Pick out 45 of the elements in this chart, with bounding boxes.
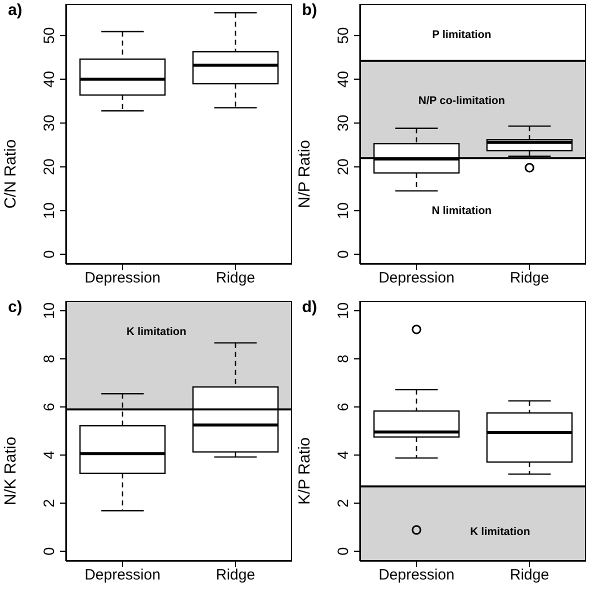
y-axis-title: N/K Ratio: [2, 436, 20, 506]
x-tick-label: Depression: [378, 566, 454, 584]
annotation: N limitation: [432, 204, 492, 217]
x-tick-label: Depression: [378, 270, 454, 287]
y-tick-label: 20: [335, 158, 352, 176]
y-tick-label: 2: [41, 499, 58, 508]
chart-title: c): [8, 299, 22, 317]
y-tick-label: 40: [335, 70, 352, 88]
chart-title: d): [302, 299, 318, 317]
y-tick-label: 6: [335, 402, 352, 412]
annotation: N/P co-limitation: [418, 95, 505, 108]
y-tick-label: 0: [41, 547, 58, 556]
x-tick-label: Ridge: [216, 566, 256, 584]
y-tick-label: 0: [335, 547, 352, 556]
x-tick-label: Ridge: [216, 270, 256, 287]
y-tick-label: 30: [41, 114, 58, 132]
y-tick-label: 0: [335, 250, 352, 259]
x-tick-label: Depression: [84, 270, 160, 287]
x-tick-label: Ridge: [510, 270, 550, 287]
y-tick-label: 8: [335, 354, 352, 363]
y-axis-title: K/P Ratio: [296, 437, 314, 505]
x-tick-label: Depression: [84, 566, 160, 584]
y-tick-label: 30: [335, 114, 352, 132]
annotation: K limitation: [126, 326, 186, 338]
y-tick-label: 10: [335, 202, 352, 219]
chart-title: b): [302, 2, 318, 20]
chart-title: a): [8, 2, 22, 20]
y-tick-label: 2: [335, 499, 352, 508]
y-tick-label: 40: [41, 70, 58, 88]
y-axis-title: N/P Ratio: [296, 140, 314, 208]
y-tick-label: 10: [41, 202, 58, 219]
y-tick-label: 6: [41, 402, 58, 412]
y-tick-label: 8: [41, 354, 58, 363]
annotation: K limitation: [470, 526, 530, 538]
y-tick-label: 0: [41, 250, 58, 259]
y-tick-label: 50: [335, 27, 352, 44]
annotation: P limitation: [432, 29, 492, 42]
x-tick-label: Ridge: [510, 566, 550, 584]
y-tick-label: 50: [41, 27, 58, 44]
y-tick-label: 20: [41, 158, 58, 176]
y-tick-label: 4: [335, 450, 352, 460]
y-axis-title: C/N Ratio: [2, 139, 20, 209]
y-tick-label: 4: [41, 450, 58, 460]
y-tick-label: 10: [335, 302, 352, 319]
y-tick-label: 10: [41, 302, 58, 319]
